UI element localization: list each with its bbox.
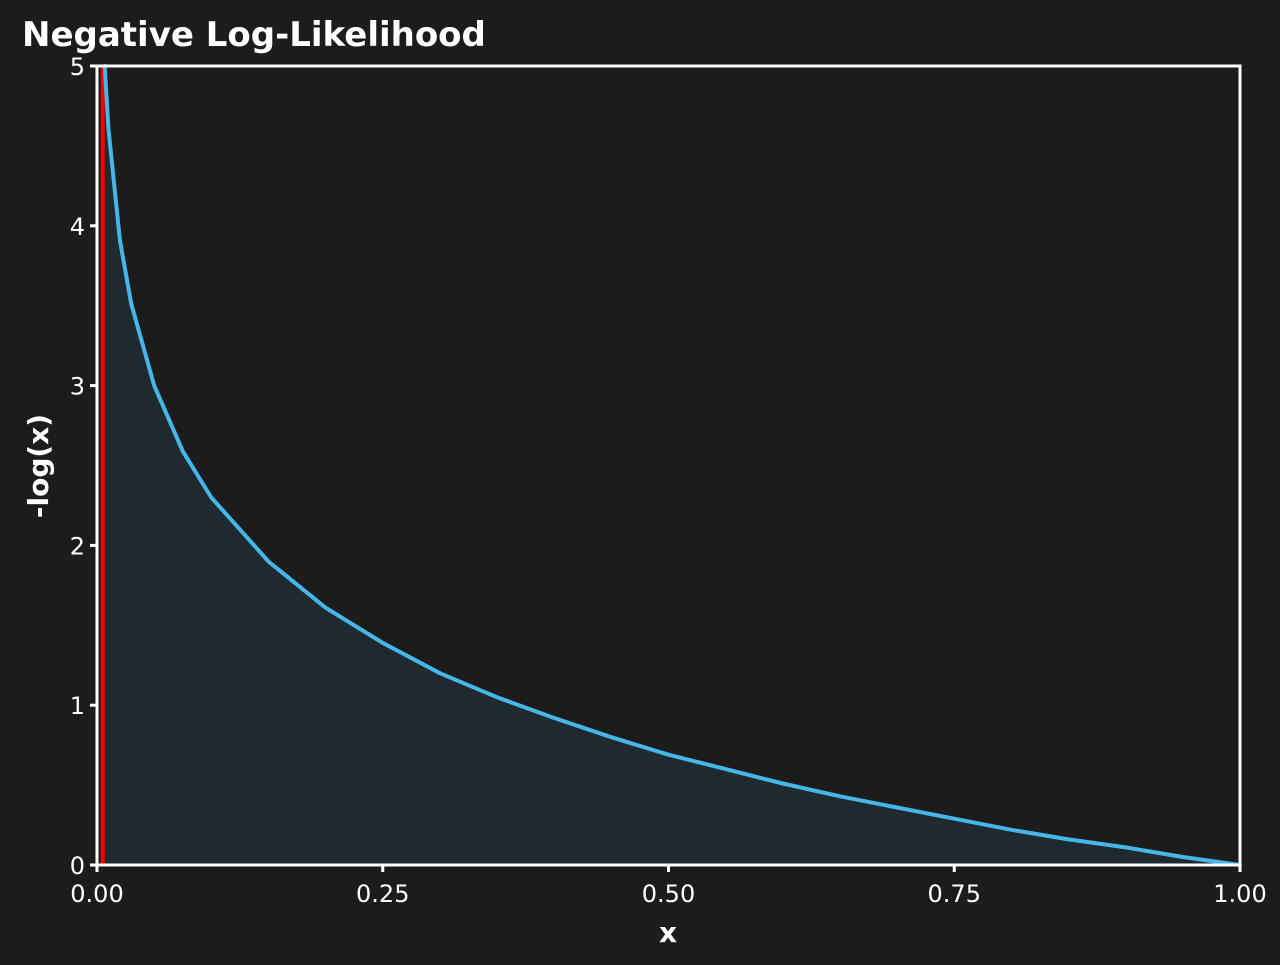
x-tick-label: 1.00: [1213, 880, 1266, 908]
y-axis-label: -log(x): [22, 414, 55, 518]
y-tick-label: 1: [70, 692, 85, 720]
y-tick-label: 4: [70, 213, 85, 241]
x-tick-label: 0.50: [642, 880, 695, 908]
x-tick-label: 0.75: [928, 880, 981, 908]
x-tick-label: 0.25: [356, 880, 409, 908]
x-tick-label: 0.00: [70, 880, 123, 908]
area-fill: [104, 66, 1241, 865]
y-tick-label: 5: [70, 53, 85, 81]
y-tick-label: 3: [70, 373, 85, 401]
y-axis: 0 1 2 3 4 5: [70, 53, 97, 880]
x-axis: 0.00 0.25 0.50 0.75 1.00: [70, 865, 1267, 908]
y-tick-label: 2: [70, 532, 85, 560]
chart-title: Negative Log-Likelihood: [22, 15, 486, 55]
series-line: [102, 64, 1242, 867]
y-tick-label: 0: [70, 852, 85, 880]
x-axis-label: x: [659, 916, 677, 949]
